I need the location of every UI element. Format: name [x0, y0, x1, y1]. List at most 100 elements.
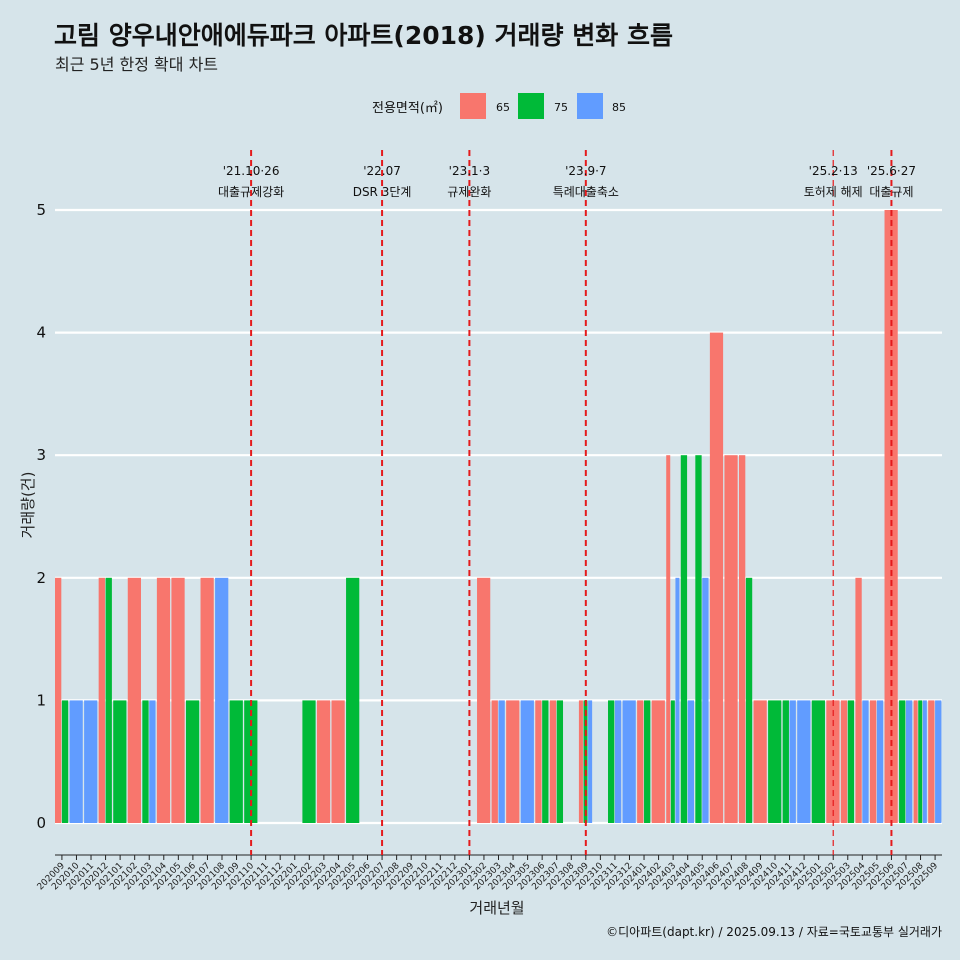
- legend-swatch-65: [460, 93, 486, 119]
- bar-75-202106: [185, 700, 200, 823]
- caption: ©디아파트(dapt.kr) / 2025.09.13 / 자료=국토교통부 실…: [606, 925, 942, 939]
- y-tick-label: 5: [36, 201, 46, 219]
- bar-75-202404: [680, 455, 688, 823]
- bar-65-202204: [331, 700, 345, 823]
- event-name-label: 규제완화: [447, 185, 491, 199]
- x-axis-title: 거래년월: [469, 899, 524, 917]
- bar-85-202505: [876, 700, 884, 823]
- bar-65-202408: [738, 455, 746, 823]
- bar-85-202404: [687, 700, 695, 823]
- bar-85-202509: [935, 700, 942, 823]
- event-date-label: '25.2·13: [809, 164, 858, 178]
- bar-75-202205: [346, 577, 360, 823]
- event-name-label: 토허제 해제: [804, 185, 863, 199]
- bar-75-202405: [695, 455, 702, 823]
- bar-65-202409: [753, 700, 767, 823]
- bar-85-202303: [498, 700, 505, 823]
- bar-65-202303: [491, 700, 498, 823]
- bar-65-202505: [869, 700, 877, 823]
- bar-65-202105: [171, 577, 185, 823]
- bar-75-202508: [918, 700, 923, 823]
- bar-75-202403: [670, 700, 675, 823]
- y-tick-label: 2: [36, 569, 46, 587]
- legend-label-75: 75: [554, 101, 568, 114]
- bar-75-202410: [768, 700, 782, 823]
- bar-75-202101: [113, 700, 127, 823]
- event-date-label: '21.10·26: [223, 164, 280, 178]
- bar-85-202412: [797, 700, 811, 823]
- bar-75-202401: [644, 700, 651, 823]
- chart-subtitle: 최근 5년 한정 확대 차트: [55, 55, 218, 74]
- event-date-label: '23.1·3: [449, 164, 490, 178]
- y-axis-title: 거래량(건): [19, 472, 37, 539]
- event-date-label: '22.07: [363, 164, 401, 178]
- y-tick-label: 4: [36, 324, 46, 342]
- event-name-label: 대출규제강화: [218, 185, 284, 199]
- bar-85-202508: [922, 700, 927, 823]
- bar-65-202307: [549, 700, 557, 823]
- bar-65-202506: [884, 210, 898, 823]
- bar-65-202403: [666, 455, 671, 823]
- bar-85-202507: [905, 700, 913, 823]
- bar-65-202102: [127, 577, 141, 823]
- bar-65-202508: [913, 700, 918, 823]
- bar-65-202104: [156, 577, 171, 823]
- bar-65-202406: [709, 332, 724, 823]
- bar-65-202009: [55, 577, 62, 823]
- bar-65-202304: [506, 700, 520, 823]
- bar-75-202109: [229, 700, 243, 823]
- bar-65-202203: [316, 700, 331, 823]
- bar-75-202507: [899, 700, 906, 823]
- event-date-label: '25.6·27: [867, 164, 916, 178]
- bar-65-202306: [535, 700, 542, 823]
- bar-85-202305: [520, 700, 534, 823]
- bar-85-202411: [789, 700, 796, 823]
- bar-65-202401: [637, 700, 644, 823]
- legend-swatch-75: [518, 93, 544, 119]
- bar-65-202509: [928, 700, 935, 823]
- legend-swatch-85: [577, 93, 603, 119]
- bar-75-202009: [61, 700, 69, 823]
- bar-85-202103: [149, 700, 156, 823]
- bar-85-202311: [614, 700, 622, 823]
- bar-85-202312: [622, 700, 636, 823]
- bar-65-202503: [840, 700, 848, 823]
- event-date-label: '23.9·7: [565, 164, 606, 178]
- y-tick-label: 1: [36, 691, 46, 709]
- bar-65-202407: [724, 455, 738, 823]
- event-name-label: 대출규제: [869, 185, 913, 199]
- bar-65-202012: [98, 577, 105, 823]
- bar-65-202302: [477, 577, 491, 823]
- legend-title: 전용면적(㎡): [372, 101, 443, 116]
- bar-65-202402: [651, 700, 665, 823]
- bar-85-202504: [862, 700, 869, 823]
- bar-65-202504: [855, 577, 862, 823]
- bar-75-202307: [556, 700, 564, 823]
- bar-85-202108: [215, 577, 229, 823]
- bar-85-202309: [588, 700, 593, 823]
- legend-label-65: 65: [496, 101, 510, 114]
- chart-title: 고림 양우내안애에듀파크 아파트(2018) 거래량 변화 흐름: [54, 21, 673, 50]
- bar-85-202405: [702, 577, 709, 823]
- bar-85-202010: [69, 700, 83, 823]
- bar-75-202501: [811, 700, 825, 823]
- event-name-label: 특례대출축소: [553, 185, 619, 199]
- bar-75-202202: [302, 700, 316, 823]
- bar-75-202012: [105, 577, 112, 823]
- bar-75-202503: [847, 700, 855, 823]
- bar-65-202309: [578, 700, 583, 823]
- y-tick-label: 0: [36, 814, 46, 832]
- event-name-label: DSR 3단계: [353, 185, 412, 199]
- bar-75-202311: [608, 700, 615, 823]
- bar-85-202011: [84, 700, 98, 823]
- legend: 전용면적(㎡) 65 75 85: [372, 93, 626, 119]
- plot-area: 0123452020092020102020112020122021012021…: [36, 150, 942, 892]
- bar-75-202411: [782, 700, 789, 823]
- bar-65-202107: [200, 577, 214, 823]
- y-tick-label: 3: [36, 446, 46, 464]
- bar-75-202306: [542, 700, 549, 823]
- bar-75-202103: [142, 700, 149, 823]
- legend-label-85: 85: [612, 101, 626, 114]
- bar-85-202403: [675, 577, 680, 823]
